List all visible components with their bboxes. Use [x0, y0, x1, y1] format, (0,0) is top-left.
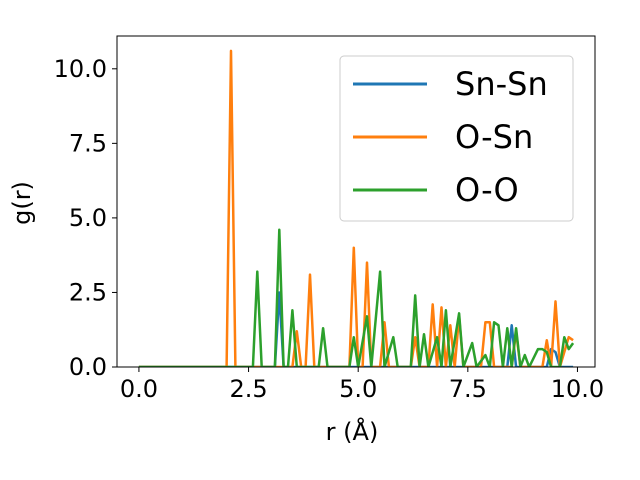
legend-label: O-O [455, 171, 519, 209]
y-tick-label: 7.5 [69, 129, 107, 157]
y-tick-label: 2.5 [69, 278, 107, 306]
x-tick-label: 2.5 [229, 375, 267, 403]
y-axis: 0.0 2.5 5.0 7.5 10.0 [54, 55, 117, 381]
x-axis: 0.0 2.5 5.0 7.5 10.0 [120, 367, 604, 403]
legend-label: O-Sn [455, 118, 533, 156]
legend-box [339, 55, 574, 222]
x-axis-label: r (Å) [326, 417, 379, 446]
y-tick-label: 0.0 [69, 353, 107, 381]
y-tick-label: 5.0 [69, 204, 107, 232]
y-tick-label: 10.0 [54, 55, 107, 83]
x-tick-label: 0.0 [120, 375, 158, 403]
series-line-3 [138, 228, 575, 367]
x-tick-label: 7.5 [449, 375, 487, 403]
y-axis-label: g(r) [8, 181, 36, 225]
legend-label: Sn-Sn [455, 65, 548, 103]
x-tick-label: 5.0 [339, 375, 377, 403]
x-tick-label: 10.0 [551, 375, 604, 403]
legend: Sn-Sn O-Sn O-O [339, 55, 574, 222]
series-layer [138, 49, 575, 367]
plot-frame [116, 35, 596, 368]
